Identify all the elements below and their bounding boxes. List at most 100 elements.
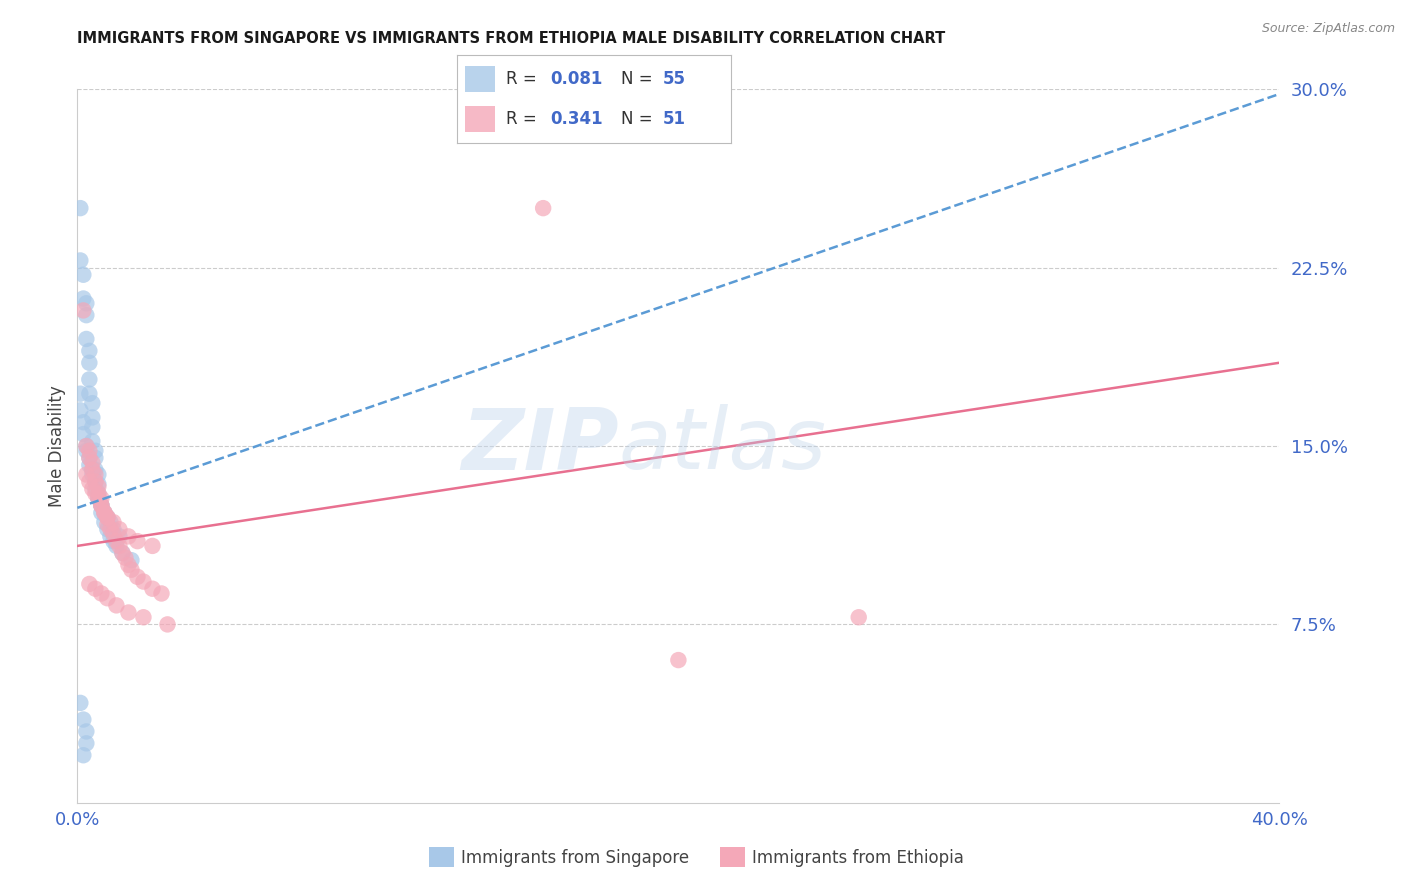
Point	[69, 403, 91, 417]
Point	[79, 443, 101, 458]
Point	[79, 458, 101, 472]
Point	[72, 268, 94, 282]
Point	[84, 450, 107, 465]
Point	[84, 582, 107, 596]
Point	[117, 558, 139, 572]
Point	[103, 527, 125, 541]
Point	[90, 499, 112, 513]
Point	[87, 486, 110, 500]
Point	[69, 696, 91, 710]
Point	[111, 546, 134, 560]
Point	[69, 253, 91, 268]
Point	[79, 577, 101, 591]
Point	[79, 356, 101, 370]
Point	[75, 443, 97, 458]
Text: 0.081: 0.081	[550, 70, 603, 88]
Point	[82, 463, 104, 477]
Point	[72, 303, 94, 318]
Point	[82, 410, 104, 425]
Point	[93, 506, 115, 520]
Text: 51: 51	[662, 110, 686, 128]
Point	[75, 724, 97, 739]
Text: Source: ZipAtlas.com: Source: ZipAtlas.com	[1261, 22, 1395, 36]
Point	[79, 475, 101, 489]
Point	[120, 553, 142, 567]
Point	[84, 443, 107, 458]
Point	[79, 450, 101, 465]
Point	[141, 539, 163, 553]
Point	[75, 332, 97, 346]
Point	[72, 415, 94, 429]
Text: atlas: atlas	[619, 404, 827, 488]
Text: R =: R =	[506, 70, 543, 88]
Point	[87, 491, 110, 506]
Point	[132, 574, 155, 589]
Point	[150, 586, 173, 600]
Point	[79, 343, 101, 358]
Point	[90, 499, 112, 513]
Point	[127, 570, 149, 584]
Point	[103, 534, 125, 549]
Point	[82, 456, 104, 470]
Point	[87, 477, 110, 491]
Point	[114, 550, 136, 565]
Point	[84, 475, 107, 489]
Point	[96, 591, 118, 606]
Point	[75, 296, 97, 310]
Point	[75, 736, 97, 750]
Point	[69, 386, 91, 401]
Bar	[465, 66, 495, 92]
Point	[103, 522, 125, 536]
Point	[84, 482, 107, 496]
Point	[111, 546, 134, 560]
Point	[90, 586, 112, 600]
Point	[156, 617, 179, 632]
Point	[87, 491, 110, 506]
Point	[531, 201, 554, 215]
Text: N =: N =	[621, 70, 658, 88]
Point	[84, 463, 107, 477]
Point	[668, 653, 690, 667]
Point	[79, 450, 101, 465]
Point	[75, 439, 97, 453]
Text: IMMIGRANTS FROM SINGAPORE VS IMMIGRANTS FROM ETHIOPIA MALE DISABILITY CORRELATIO: IMMIGRANTS FROM SINGAPORE VS IMMIGRANTS …	[77, 31, 946, 46]
Point	[93, 506, 115, 520]
Text: ZIP: ZIP	[461, 404, 619, 488]
Point	[93, 515, 115, 529]
Point	[84, 467, 107, 482]
Point	[100, 522, 122, 536]
Point	[82, 434, 104, 449]
Point	[90, 491, 112, 506]
Point	[82, 396, 104, 410]
Text: R =: R =	[506, 110, 543, 128]
Point	[84, 475, 107, 489]
Point	[105, 534, 128, 549]
Point	[108, 529, 131, 543]
Point	[75, 439, 97, 453]
Text: N =: N =	[621, 110, 658, 128]
Point	[96, 510, 118, 524]
Point	[117, 529, 139, 543]
Point	[72, 292, 94, 306]
Point	[87, 491, 110, 506]
Point	[132, 610, 155, 624]
Point	[100, 515, 122, 529]
Point	[848, 610, 870, 624]
Point	[75, 467, 97, 482]
Point	[93, 506, 115, 520]
Text: 0.341: 0.341	[550, 110, 603, 128]
Point	[82, 463, 104, 477]
Point	[127, 534, 149, 549]
Point	[90, 499, 112, 513]
Point	[82, 482, 104, 496]
Point	[82, 420, 104, 434]
Point	[79, 386, 101, 401]
Point	[120, 563, 142, 577]
Point	[105, 599, 128, 613]
Text: Immigrants from Singapore: Immigrants from Singapore	[461, 849, 689, 867]
Y-axis label: Male Disability: Male Disability	[48, 385, 66, 507]
Point	[69, 201, 91, 215]
Bar	[465, 106, 495, 132]
Point	[103, 515, 125, 529]
Point	[79, 372, 101, 386]
